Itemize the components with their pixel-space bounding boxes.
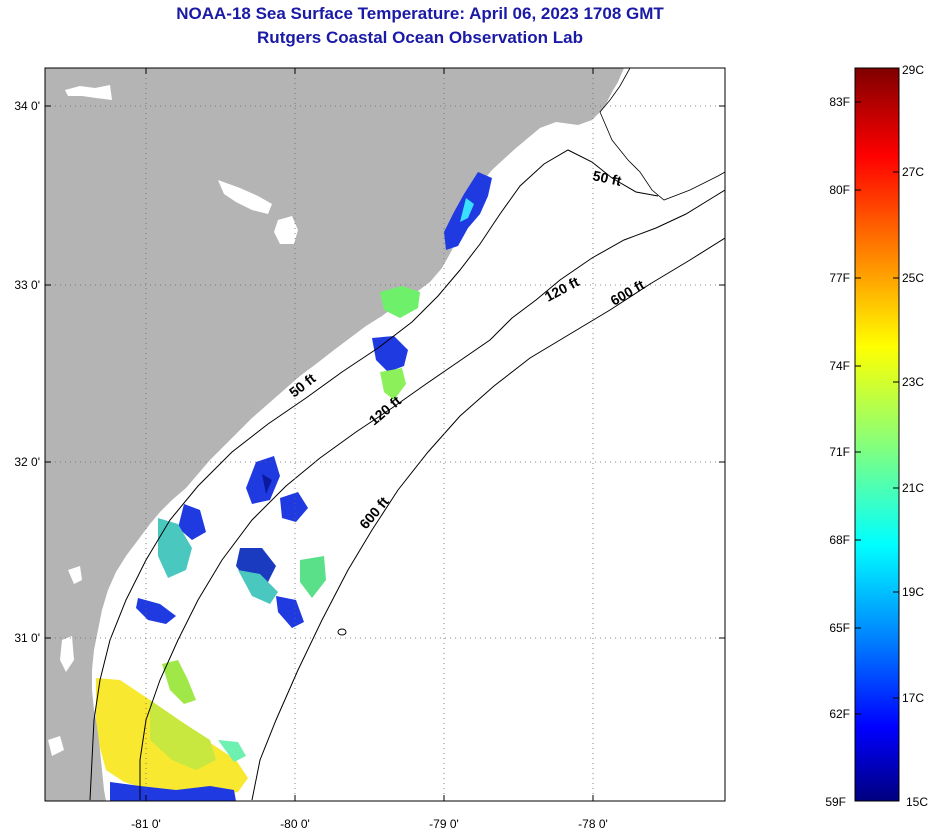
cb-f-83: 83F xyxy=(829,95,850,109)
cb-f-80: 80F xyxy=(829,183,850,197)
temperature-colorbar: 83F 80F 77F 74F 71F 68F 65F 62F 59F 29C … xyxy=(825,63,928,809)
map-subtitle: Rutgers Coastal Ocean Observation Lab xyxy=(257,28,583,47)
lat-label-34: 34 0' xyxy=(14,99,40,113)
cb-c-29: 29C xyxy=(902,63,924,77)
cb-c-17: 17C xyxy=(902,691,924,705)
lat-label-33: 33 0' xyxy=(14,278,40,292)
cb-f-77: 77F xyxy=(829,271,850,285)
ticks xyxy=(45,68,725,801)
cb-c-21: 21C xyxy=(902,481,924,495)
land-area xyxy=(45,68,624,801)
cb-f-65: 65F xyxy=(829,621,850,635)
cb-c-15: 15C xyxy=(906,795,928,809)
cb-f-74: 74F xyxy=(829,359,850,373)
lon-label-78: -78 0' xyxy=(578,817,608,831)
cb-c-23: 23C xyxy=(902,375,924,389)
cb-c-25: 25C xyxy=(902,271,924,285)
cb-c-19: 19C xyxy=(902,585,924,599)
cb-c-27: 27C xyxy=(902,165,924,179)
lat-label-32: 32 0' xyxy=(14,455,40,469)
lon-label-80: -80 0' xyxy=(280,817,310,831)
map-frame xyxy=(44,67,726,802)
grid xyxy=(45,68,725,801)
cb-f-71: 71F xyxy=(829,445,850,459)
cb-f-59: 59F xyxy=(825,795,846,809)
isobath-label-50ft-north: 50 ft xyxy=(591,167,623,189)
cb-f-62: 62F xyxy=(829,707,850,721)
isobaths xyxy=(89,149,725,801)
sst-data xyxy=(96,172,492,801)
map-title: NOAA-18 Sea Surface Temperature: April 0… xyxy=(176,4,664,23)
lat-label-31: 31 0' xyxy=(14,631,40,645)
lon-label-79: -79 0' xyxy=(429,817,459,831)
lon-label-81: -81 0' xyxy=(131,817,161,831)
cb-f-68: 68F xyxy=(829,533,850,547)
